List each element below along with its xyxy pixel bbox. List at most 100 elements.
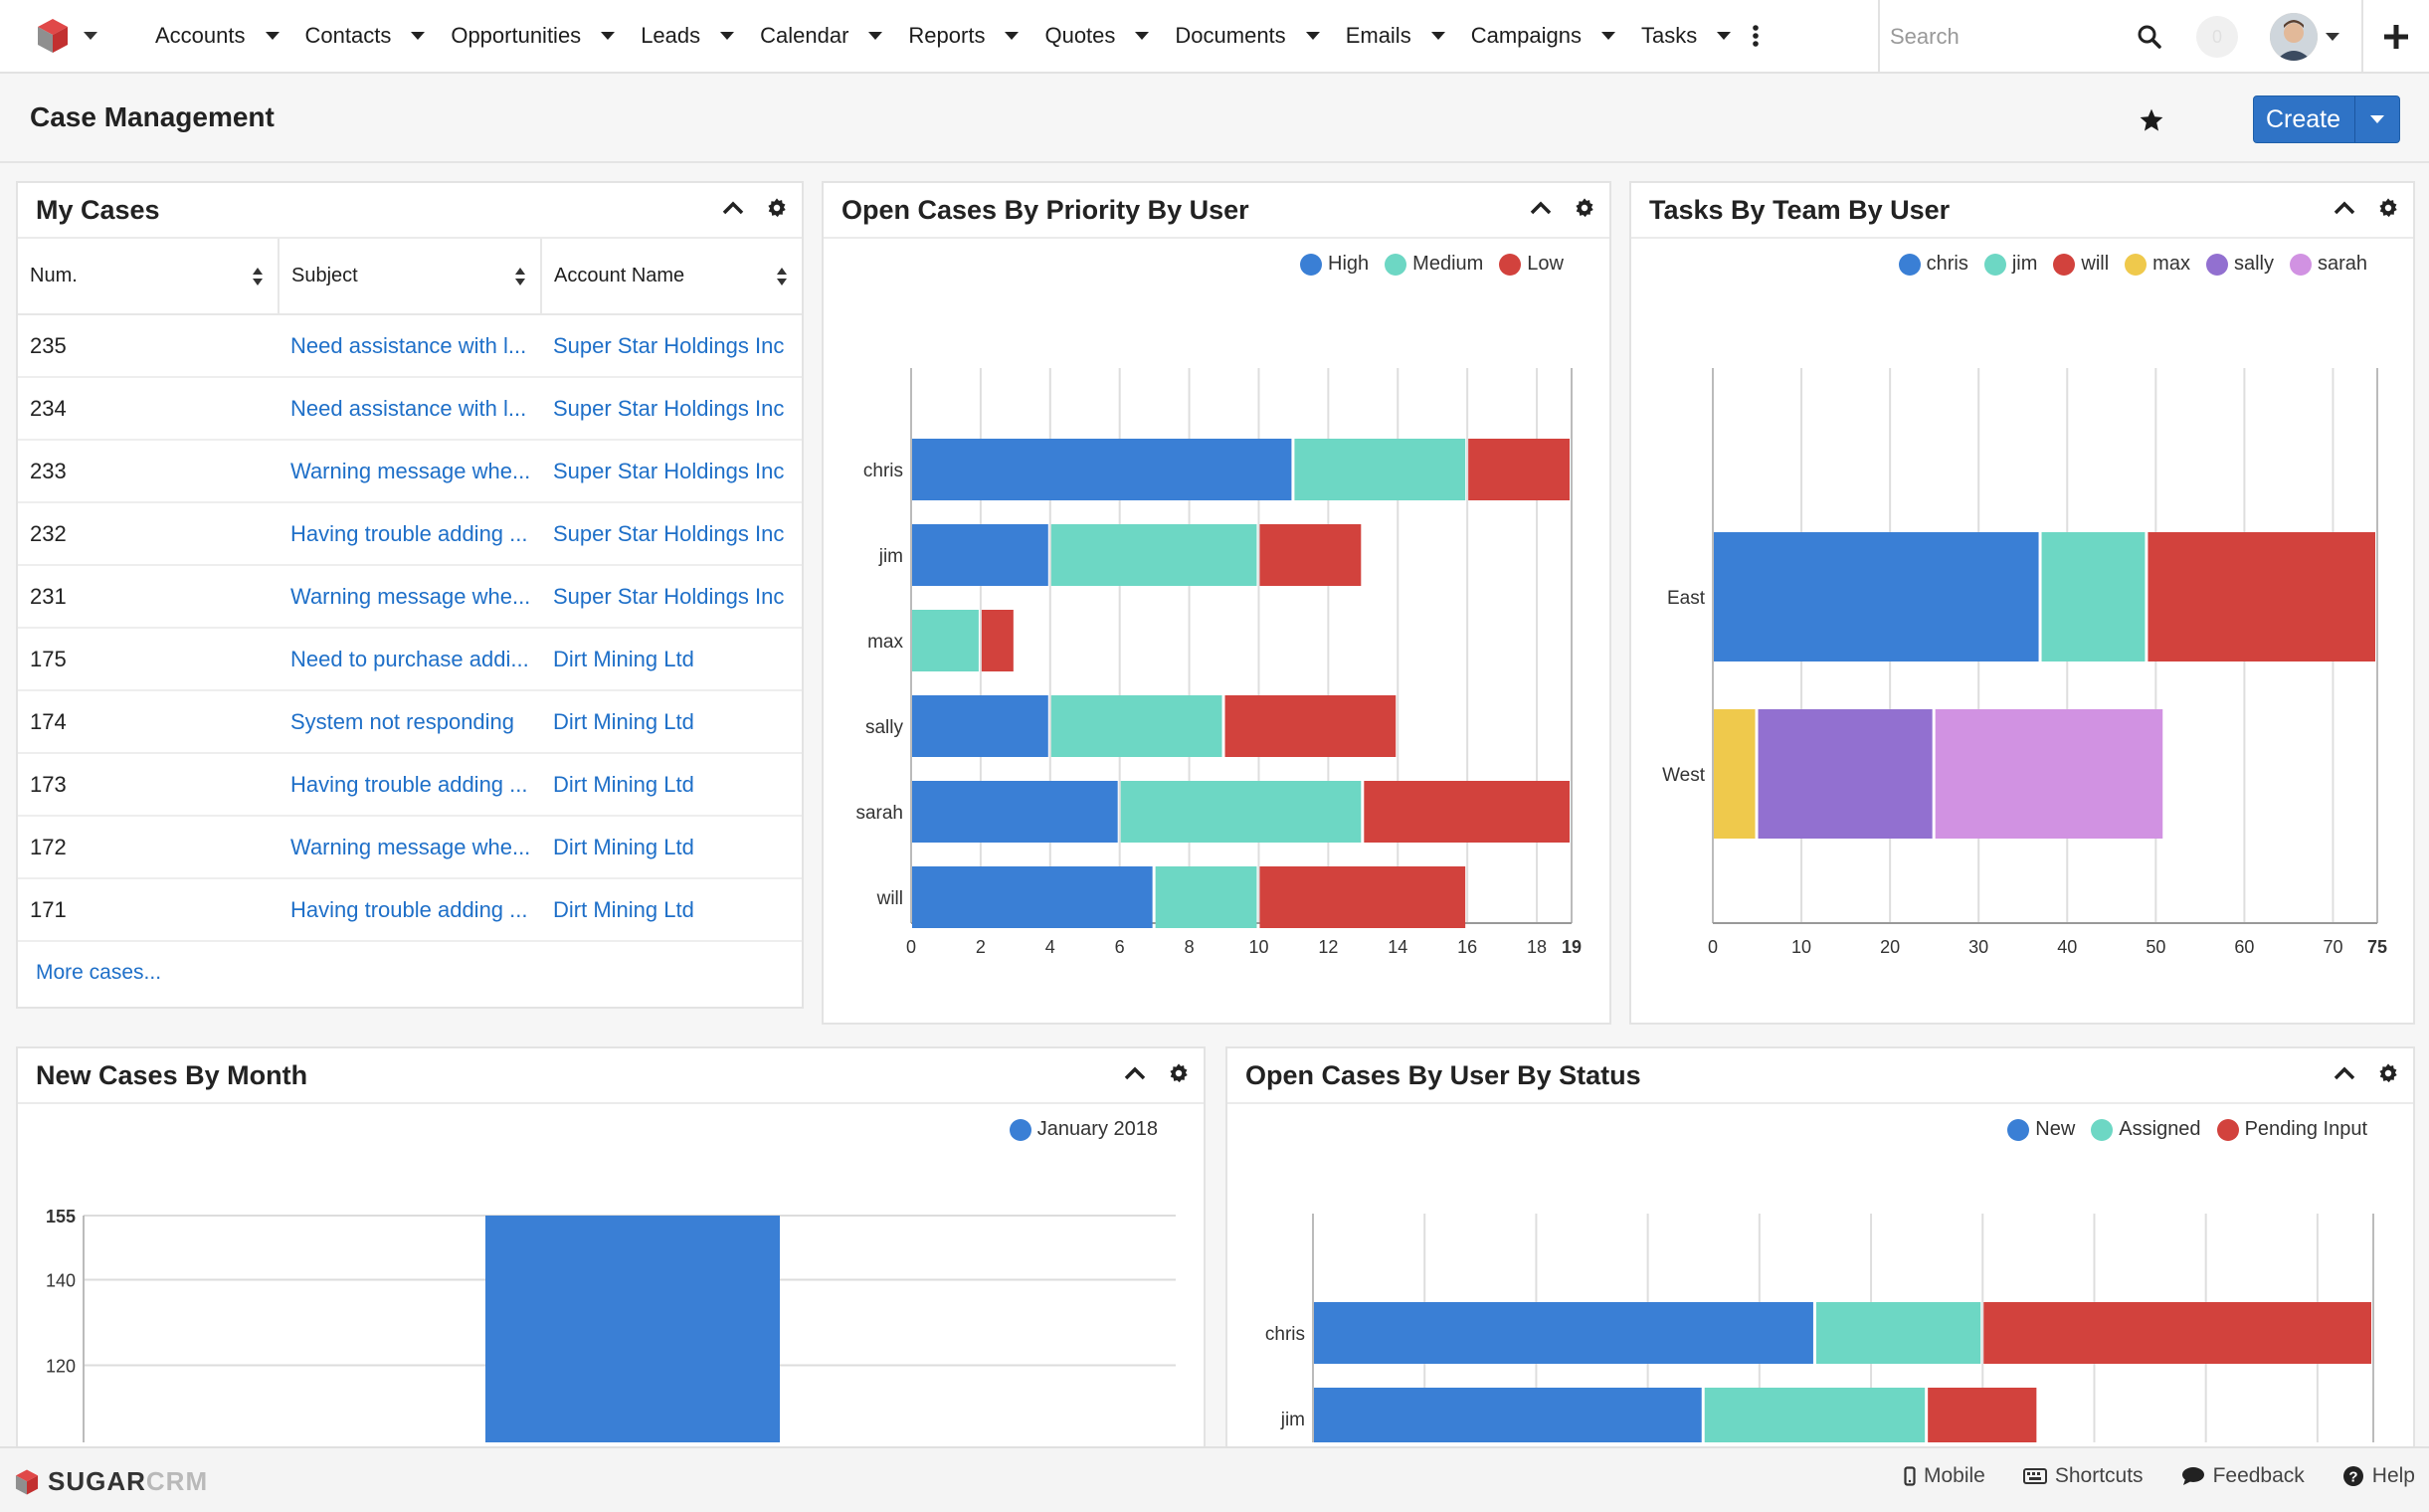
account-name-link[interactable]: Super Star Holdings Inc (541, 440, 802, 503)
chevron-down-icon[interactable] (1430, 32, 1445, 40)
nav-item-tasks[interactable]: Tasks (1615, 0, 1732, 73)
quick-create-button[interactable] (2361, 0, 2429, 74)
nav-item-accounts[interactable]: Accounts (129, 0, 280, 73)
footer-mobile-link[interactable]: Mobile (1904, 1464, 1985, 1488)
legend-item[interactable]: Pending Input (2216, 1118, 2367, 1141)
chevron-down-icon[interactable] (1305, 32, 1320, 40)
user-avatar-icon (2270, 13, 2318, 61)
more-cases-link[interactable]: More cases... (36, 961, 162, 984)
nav-item-documents[interactable]: Documents (1149, 0, 1320, 73)
bar-segment (981, 610, 1014, 671)
notifications-badge[interactable]: 0 (2196, 16, 2238, 58)
legend-item[interactable]: Low (1499, 253, 1564, 276)
legend-item[interactable]: High (1300, 253, 1369, 276)
collapse-chevron-up-icon[interactable] (2334, 1066, 2355, 1080)
search-input[interactable] (1890, 24, 2119, 50)
column-header-num[interactable]: Num. (18, 239, 279, 315)
account-name-link[interactable]: Dirt Mining Ltd (541, 628, 802, 691)
search-icon[interactable] (2137, 24, 2162, 50)
collapse-chevron-up-icon[interactable] (2334, 201, 2355, 215)
case-subject-link[interactable]: Having trouble adding ... (279, 753, 541, 817)
case-subject-link[interactable]: Need assistance with l... (279, 377, 541, 441)
account-name-link[interactable]: Dirt Mining Ltd (541, 816, 802, 879)
sugarcube-logo-icon (38, 19, 68, 53)
chevron-down-icon[interactable] (1600, 32, 1615, 40)
account-name-link[interactable]: Super Star Holdings Inc (541, 502, 802, 566)
legend-item[interactable]: Medium (1385, 253, 1483, 276)
chevron-down-icon[interactable] (1717, 32, 1732, 40)
case-subject-link[interactable]: Need to purchase addi... (279, 628, 541, 691)
favorite-star-icon[interactable] (2139, 107, 2164, 133)
create-button-label[interactable]: Create (2254, 96, 2356, 142)
gear-icon[interactable] (766, 197, 788, 219)
case-subject-link[interactable]: Need assistance with l... (279, 314, 541, 378)
legend-item[interactable]: Assigned (2091, 1118, 2201, 1141)
case-number: 235 (18, 314, 279, 378)
gear-icon[interactable] (1168, 1062, 1190, 1084)
page-footer: SUGARCRM Mobile Shortcuts Feedback ? Hel… (0, 1446, 2429, 1512)
sort-icon[interactable] (252, 267, 264, 286)
app-logo-menu[interactable] (0, 0, 129, 73)
chevron-down-icon[interactable] (265, 32, 280, 40)
gear-icon[interactable] (2377, 1062, 2399, 1084)
account-name-link[interactable]: Dirt Mining Ltd (541, 878, 802, 942)
gear-icon[interactable] (1574, 197, 1595, 219)
legend-item[interactable]: chris (1898, 253, 1968, 276)
column-header-account-name[interactable]: Account Name (540, 239, 802, 315)
case-subject-link[interactable]: Warning message whe... (279, 816, 541, 879)
chevron-down-icon[interactable] (411, 32, 426, 40)
legend-item[interactable]: will (2053, 253, 2109, 276)
legend-item[interactable]: sarah (2289, 253, 2367, 276)
account-name-link[interactable]: Super Star Holdings Inc (541, 377, 802, 441)
footer-feedback-link[interactable]: Feedback (2181, 1464, 2305, 1488)
nav-item-quotes[interactable]: Quotes (1019, 0, 1150, 73)
legend-label: Medium (1412, 253, 1484, 275)
legend-item[interactable]: max (2125, 253, 2190, 276)
legend-item[interactable]: New (2007, 1118, 2075, 1141)
nav-item-leads[interactable]: Leads (615, 0, 735, 73)
footer-shortcuts-link[interactable]: Shortcuts (2022, 1464, 2144, 1488)
dashlet-header: Tasks By Team By User (1631, 183, 2413, 239)
nav-item-opportunities[interactable]: Opportunities (425, 0, 616, 73)
collapse-chevron-up-icon[interactable] (722, 201, 744, 215)
account-name-link[interactable]: Dirt Mining Ltd (541, 753, 802, 817)
case-subject-link[interactable]: Having trouble adding ... (279, 502, 541, 566)
create-dropdown-toggle[interactable] (2355, 96, 2399, 142)
create-button[interactable]: Create (2253, 95, 2401, 143)
legend-item[interactable]: January 2018 (1009, 1118, 1158, 1141)
legend-item[interactable]: jim (1983, 253, 2037, 276)
case-subject-link[interactable]: Warning message whe... (279, 440, 541, 503)
footer-help-link[interactable]: ? Help (2342, 1464, 2415, 1488)
case-subject-link[interactable]: Warning message whe... (279, 565, 541, 629)
sort-icon[interactable] (776, 267, 788, 286)
case-subject-link[interactable]: Having trouble adding ... (279, 878, 541, 942)
chevron-down-icon[interactable] (1135, 32, 1150, 40)
legend-item[interactable]: sally (2205, 253, 2274, 276)
case-subject-link[interactable]: System not responding (279, 690, 541, 754)
user-menu[interactable] (2270, 10, 2339, 64)
nav-item-reports[interactable]: Reports (882, 0, 1020, 73)
chevron-down-icon[interactable] (720, 32, 735, 40)
category-label: West (1662, 765, 1706, 786)
column-header-subject[interactable]: Subject (278, 239, 541, 315)
sugarcube-logo-icon (15, 1468, 39, 1495)
table-row: 174 System not responding Dirt Mining Ltd (18, 690, 802, 754)
case-number: 173 (18, 753, 279, 817)
collapse-chevron-up-icon[interactable] (1124, 1066, 1146, 1080)
more-modules-button[interactable] (1731, 0, 1780, 73)
account-name-link[interactable]: Dirt Mining Ltd (541, 690, 802, 754)
collapse-chevron-up-icon[interactable] (1530, 201, 1552, 215)
chevron-down-icon[interactable] (868, 32, 883, 40)
account-name-link[interactable]: Super Star Holdings Inc (541, 314, 802, 378)
sort-icon[interactable] (514, 267, 526, 286)
chevron-down-icon[interactable] (601, 32, 616, 40)
nav-item-emails[interactable]: Emails (1320, 0, 1445, 73)
account-name-link[interactable]: Super Star Holdings Inc (541, 565, 802, 629)
nav-item-campaigns[interactable]: Campaigns (1445, 0, 1615, 73)
nav-item-contacts[interactable]: Contacts (280, 0, 426, 73)
nav-item-calendar[interactable]: Calendar (734, 0, 883, 73)
x-tick-label: 0 (906, 937, 916, 957)
gear-icon[interactable] (2377, 197, 2399, 219)
legend-label: chris (1926, 253, 1968, 275)
chevron-down-icon[interactable] (1005, 32, 1020, 40)
